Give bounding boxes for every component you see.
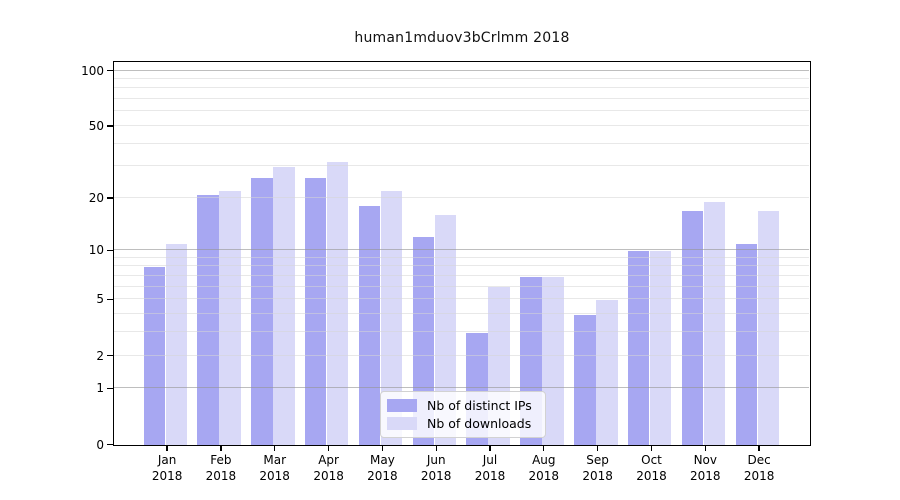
- bar-nb-of-downloads: [703, 202, 726, 445]
- gridline-minor: [114, 285, 809, 287]
- chart-title: human1mduov3bCrlmm 2018: [354, 30, 570, 46]
- bar-nb-of-downloads: [326, 161, 349, 445]
- gridline-minor: [114, 142, 809, 144]
- legend-swatch: [387, 416, 417, 430]
- legend-item: Nb of downloads: [387, 416, 537, 431]
- bar-nb-of-downloads: [219, 190, 241, 445]
- gridline-major: [114, 249, 809, 251]
- legend-item: Nb of distinct IPs: [387, 398, 537, 413]
- bar-nb-of-distinct-ips: [143, 266, 165, 445]
- x-tick-label: Mar 2018: [259, 453, 290, 483]
- bar-nb-of-distinct-ips: [574, 314, 596, 445]
- x-tick: [489, 446, 491, 451]
- bar-nb-of-downloads: [380, 190, 403, 445]
- bar-nb-of-downloads: [757, 210, 779, 445]
- gridline-minor: [114, 110, 809, 112]
- y-tick: [107, 387, 113, 390]
- bar-nb-of-downloads: [273, 166, 295, 445]
- gridline-minor: [114, 87, 809, 89]
- gridline-minor: [114, 98, 809, 100]
- x-tick-label: Sep 2018: [582, 453, 613, 483]
- x-tick-label: Jun 2018: [420, 453, 452, 483]
- y-tick: [107, 354, 113, 357]
- bar-nb-of-distinct-ips: [251, 177, 273, 445]
- bar-nb-of-distinct-ips: [627, 250, 650, 445]
- bar-nb-of-downloads: [649, 250, 672, 445]
- y-tick-label: 1: [96, 381, 104, 396]
- x-tick: [381, 446, 384, 451]
- x-tick-label: Apr 2018: [313, 453, 344, 483]
- gridline-minor: [114, 165, 809, 167]
- x-tick-label: Nov 2018: [690, 453, 721, 483]
- x-tick-label: May 2018: [367, 453, 398, 483]
- gridline-minor: [114, 275, 809, 276]
- x-tick-label: Feb 2018: [205, 453, 237, 483]
- y-tick-label: 5: [96, 292, 104, 307]
- bar-nb-of-downloads: [542, 276, 564, 445]
- x-tick: [543, 446, 545, 451]
- y-tick-label: 50: [88, 119, 104, 133]
- gridline-minor: [114, 196, 809, 198]
- x-tick-label: Jan 2018: [151, 453, 183, 483]
- gridline-major: [114, 387, 809, 389]
- x-tick: [274, 446, 276, 451]
- legend: Nb of distinct IPs Nb of downloads: [380, 391, 546, 438]
- gridline-minor: [114, 265, 809, 267]
- y-tick: [107, 69, 113, 72]
- gridline-minor: [114, 354, 809, 356]
- x-tick: [758, 446, 760, 451]
- gridline-minor: [114, 124, 809, 126]
- x-tick: [166, 446, 168, 451]
- gridline-major: [114, 69, 809, 71]
- y-tick: [107, 298, 113, 301]
- gridline-minor: [114, 298, 809, 300]
- gridline-minor: [114, 256, 809, 258]
- legend-swatch: [387, 399, 417, 413]
- y-tick-label: 20: [88, 190, 104, 205]
- gridline-minor: [114, 77, 809, 79]
- x-tick: [704, 446, 706, 451]
- gridline-minor: [114, 313, 809, 315]
- x-tick: [327, 446, 330, 451]
- y-tick-label: 100: [81, 63, 104, 78]
- y-tick-label: 0: [96, 437, 104, 452]
- bar-nb-of-distinct-ips: [681, 210, 704, 445]
- bar-nb-of-downloads: [596, 299, 618, 445]
- bar-nb-of-downloads: [165, 243, 187, 445]
- x-tick: [435, 446, 437, 451]
- y-tick-label: 2: [96, 348, 104, 363]
- bar-nb-of-distinct-ips: [197, 194, 219, 445]
- gridline-minor: [114, 331, 809, 333]
- legend-label: Nb of distinct IPs: [427, 398, 532, 414]
- x-tick-label: Jul 2018: [474, 453, 506, 483]
- y-tick-label: 10: [88, 243, 104, 258]
- x-tick: [220, 446, 222, 451]
- legend-label: Nb of downloads: [427, 415, 532, 431]
- x-tick: [650, 446, 653, 451]
- y-tick: [107, 125, 113, 127]
- y-tick: [107, 443, 113, 446]
- bar-nb-of-distinct-ips: [358, 206, 381, 445]
- bar-nb-of-distinct-ips: [304, 177, 327, 445]
- plot-area: [113, 61, 811, 446]
- x-tick: [596, 446, 599, 451]
- x-tick-label: Aug 2018: [528, 453, 560, 483]
- y-tick: [107, 197, 113, 199]
- x-tick-label: Dec 2018: [743, 453, 775, 483]
- x-tick-label: Oct 2018: [636, 453, 667, 483]
- y-tick: [107, 249, 113, 251]
- bar-nb-of-distinct-ips: [735, 243, 757, 445]
